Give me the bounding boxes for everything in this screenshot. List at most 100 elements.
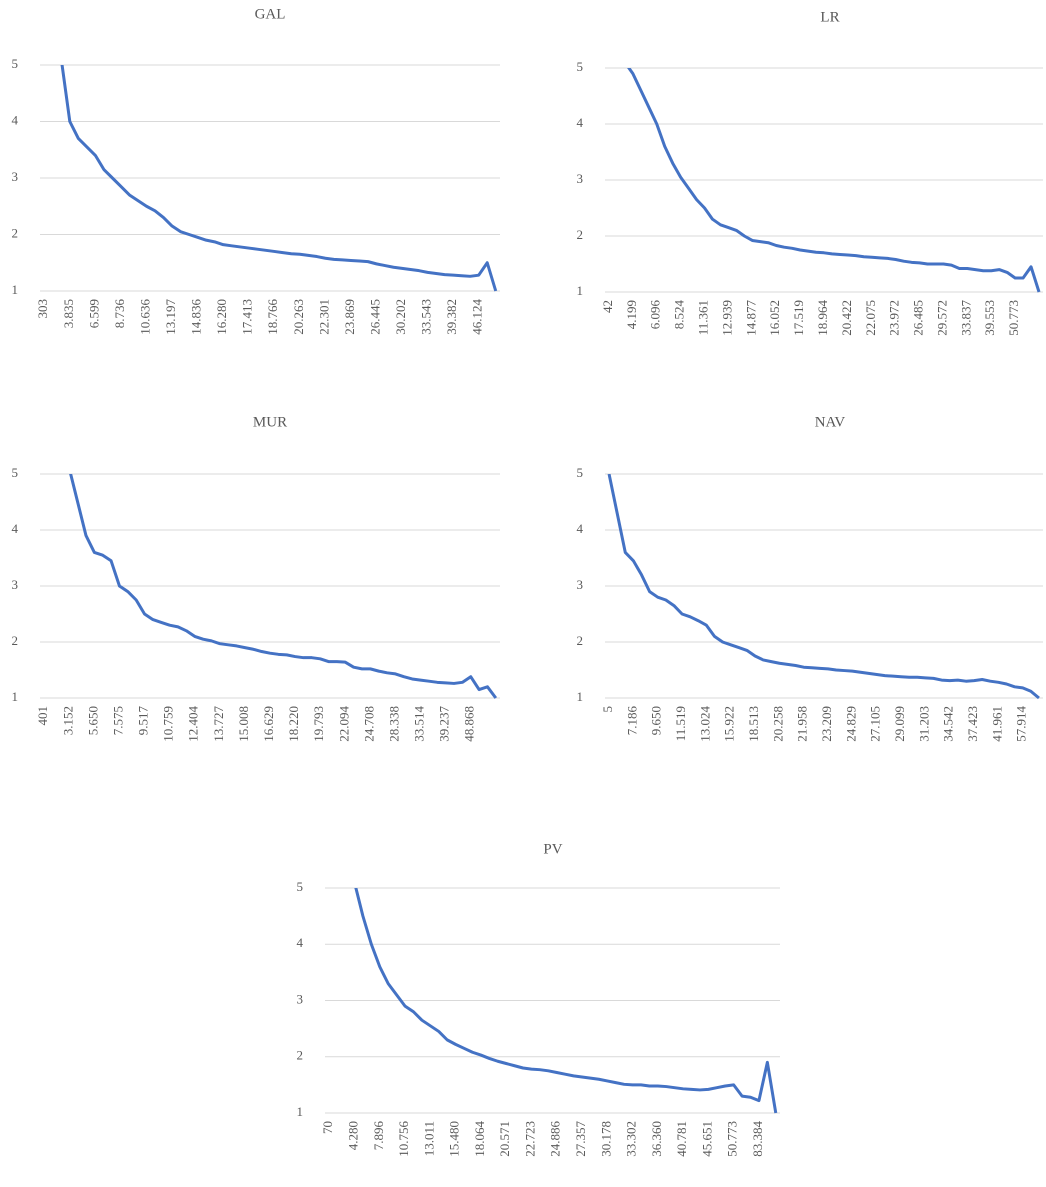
x-tick-label: 5.650: [85, 706, 100, 735]
x-tick-label: 15.480: [447, 1121, 462, 1157]
x-tick-label: 12.404: [186, 706, 201, 742]
x-tick-label: 13.024: [697, 706, 712, 742]
x-tick-label: 57.914: [1014, 705, 1029, 741]
y-tick-label: 5: [577, 59, 584, 74]
x-tick-label: 16.052: [767, 300, 782, 336]
x-tick-label: 7.186: [624, 706, 639, 736]
y-tick-label: 3: [297, 991, 304, 1006]
x-tick-label: 14.877: [743, 300, 758, 336]
x-tick-label: 46.124: [470, 299, 485, 335]
chart-title: PV: [543, 841, 562, 857]
y-tick-label: 1: [12, 689, 19, 704]
chart-title: GAL: [255, 6, 286, 22]
x-tick-label: 20.258: [770, 706, 785, 742]
y-tick-label: 5: [12, 465, 19, 480]
y-tick-label: 3: [12, 169, 19, 184]
x-tick-label: 33.837: [958, 300, 973, 336]
panel: NAV 1 2 3 4 5 5 7.186 9.650 11.519 13.024 15.922 18.…: [577, 414, 1043, 742]
x-tick-label: 21.958: [795, 706, 810, 742]
x-tick-label: 37.423: [965, 706, 980, 742]
x-tick-label: 401: [35, 706, 50, 726]
x-tick-label: 29.099: [892, 706, 907, 742]
x-tick-label: 24.886: [548, 1121, 563, 1157]
x-tick-label: 22.075: [863, 300, 878, 336]
x-tick-label: 16.629: [261, 706, 276, 742]
x-tick-label: 36.360: [649, 1121, 664, 1157]
x-tick-label: 23.869: [342, 299, 357, 335]
x-tick-label: 27.357: [573, 1121, 588, 1157]
x-tick-label: 17.413: [240, 299, 255, 335]
x-tick-label: 15.922: [722, 706, 737, 742]
x-tick-label: 39.237: [437, 706, 452, 742]
x-tick-label: 24.829: [843, 706, 858, 742]
x-tick-label: 8.736: [112, 299, 127, 329]
panel: LR 1 2 3 4 5 42 4.199 6.096 8.524 11.361 12.939 14.8…: [577, 9, 1043, 336]
x-tick-label: 20.571: [497, 1121, 512, 1157]
x-tick-label: 28.338: [386, 706, 401, 742]
data-line: [627, 68, 1041, 293]
x-tick-label: 26.445: [367, 299, 382, 335]
x-tick-label: 22.094: [336, 706, 351, 742]
x-tick-label: 42: [600, 300, 615, 313]
x-tick-label: 23.209: [819, 706, 834, 742]
y-tick-label: 2: [577, 227, 584, 242]
x-tick-label: 18.064: [472, 1121, 487, 1157]
y-tick-label: 1: [297, 1104, 304, 1119]
x-tick-label: 33.302: [624, 1121, 639, 1157]
y-tick-label: 5: [12, 56, 19, 71]
x-tick-label: 11.361: [696, 300, 711, 335]
x-tick-label: 3.152: [60, 706, 75, 735]
x-tick-label: 9.517: [136, 706, 151, 736]
y-tick-label: 2: [12, 633, 19, 648]
x-tick-label: 50.773: [725, 1121, 740, 1157]
x-tick-label: 20.263: [291, 299, 306, 335]
x-tick-label: 30.202: [393, 299, 408, 335]
panel: PV 1 2 3 4 5 70 4.280 7.896 10.756 13.011 15.480 18.…: [297, 841, 780, 1157]
x-tick-label: 23.972: [887, 300, 902, 336]
x-tick-label: 4.199: [624, 300, 639, 329]
y-tick-label: 1: [577, 689, 584, 704]
x-tick-label: 10.756: [396, 1121, 411, 1157]
x-tick-label: 70: [320, 1121, 335, 1134]
y-tick-label: 2: [12, 225, 19, 240]
x-tick-label: 83.384: [750, 1121, 765, 1157]
y-tick-label: 3: [577, 171, 584, 186]
x-tick-label: 24.708: [361, 706, 376, 742]
x-tick-label: 13.011: [421, 1121, 436, 1156]
x-tick-label: 34.542: [941, 706, 956, 742]
x-tick-label: 16.280: [214, 299, 229, 335]
x-tick-label: 50.773: [1006, 300, 1021, 336]
x-tick-label: 26.485: [911, 300, 926, 336]
x-tick-label: 6.599: [86, 299, 101, 328]
x-tick-label: 33.514: [412, 706, 427, 742]
chart-title: NAV: [815, 414, 846, 430]
x-tick-label: 7.575: [110, 706, 125, 735]
y-tick-label: 2: [577, 633, 584, 648]
data-line: [60, 65, 498, 292]
x-tick-label: 29.572: [934, 300, 949, 336]
y-tick-label: 3: [12, 577, 19, 592]
x-tick-label: 15.008: [236, 706, 251, 742]
x-tick-label: 7.896: [371, 1121, 386, 1151]
y-tick-label: 4: [12, 112, 19, 127]
x-tick-label: 303: [35, 299, 50, 319]
y-tick-label: 1: [12, 282, 19, 297]
y-tick-label: 2: [297, 1048, 304, 1063]
y-tick-label: 1: [577, 283, 584, 298]
x-tick-label: 30.178: [598, 1121, 613, 1157]
x-tick-label: 33.543: [419, 299, 434, 335]
y-tick-label: 4: [297, 935, 304, 950]
x-tick-label: 18.220: [286, 706, 301, 742]
x-tick-label: 18.964: [815, 300, 830, 336]
x-tick-label: 22.723: [522, 1121, 537, 1157]
chart-title: MUR: [253, 414, 287, 430]
data-line: [354, 888, 778, 1114]
x-tick-label: 9.650: [649, 706, 664, 735]
x-tick-label: 11.519: [673, 706, 688, 741]
y-tick-label: 3: [577, 577, 584, 592]
panel: MUR 1 2 3 4 5 401 3.152 5.650 7.575 9.517 10.759 12.…: [12, 414, 500, 742]
y-tick-label: 4: [577, 521, 584, 536]
x-tick-label: 18.513: [746, 706, 761, 742]
x-tick-label: 27.105: [868, 706, 883, 742]
